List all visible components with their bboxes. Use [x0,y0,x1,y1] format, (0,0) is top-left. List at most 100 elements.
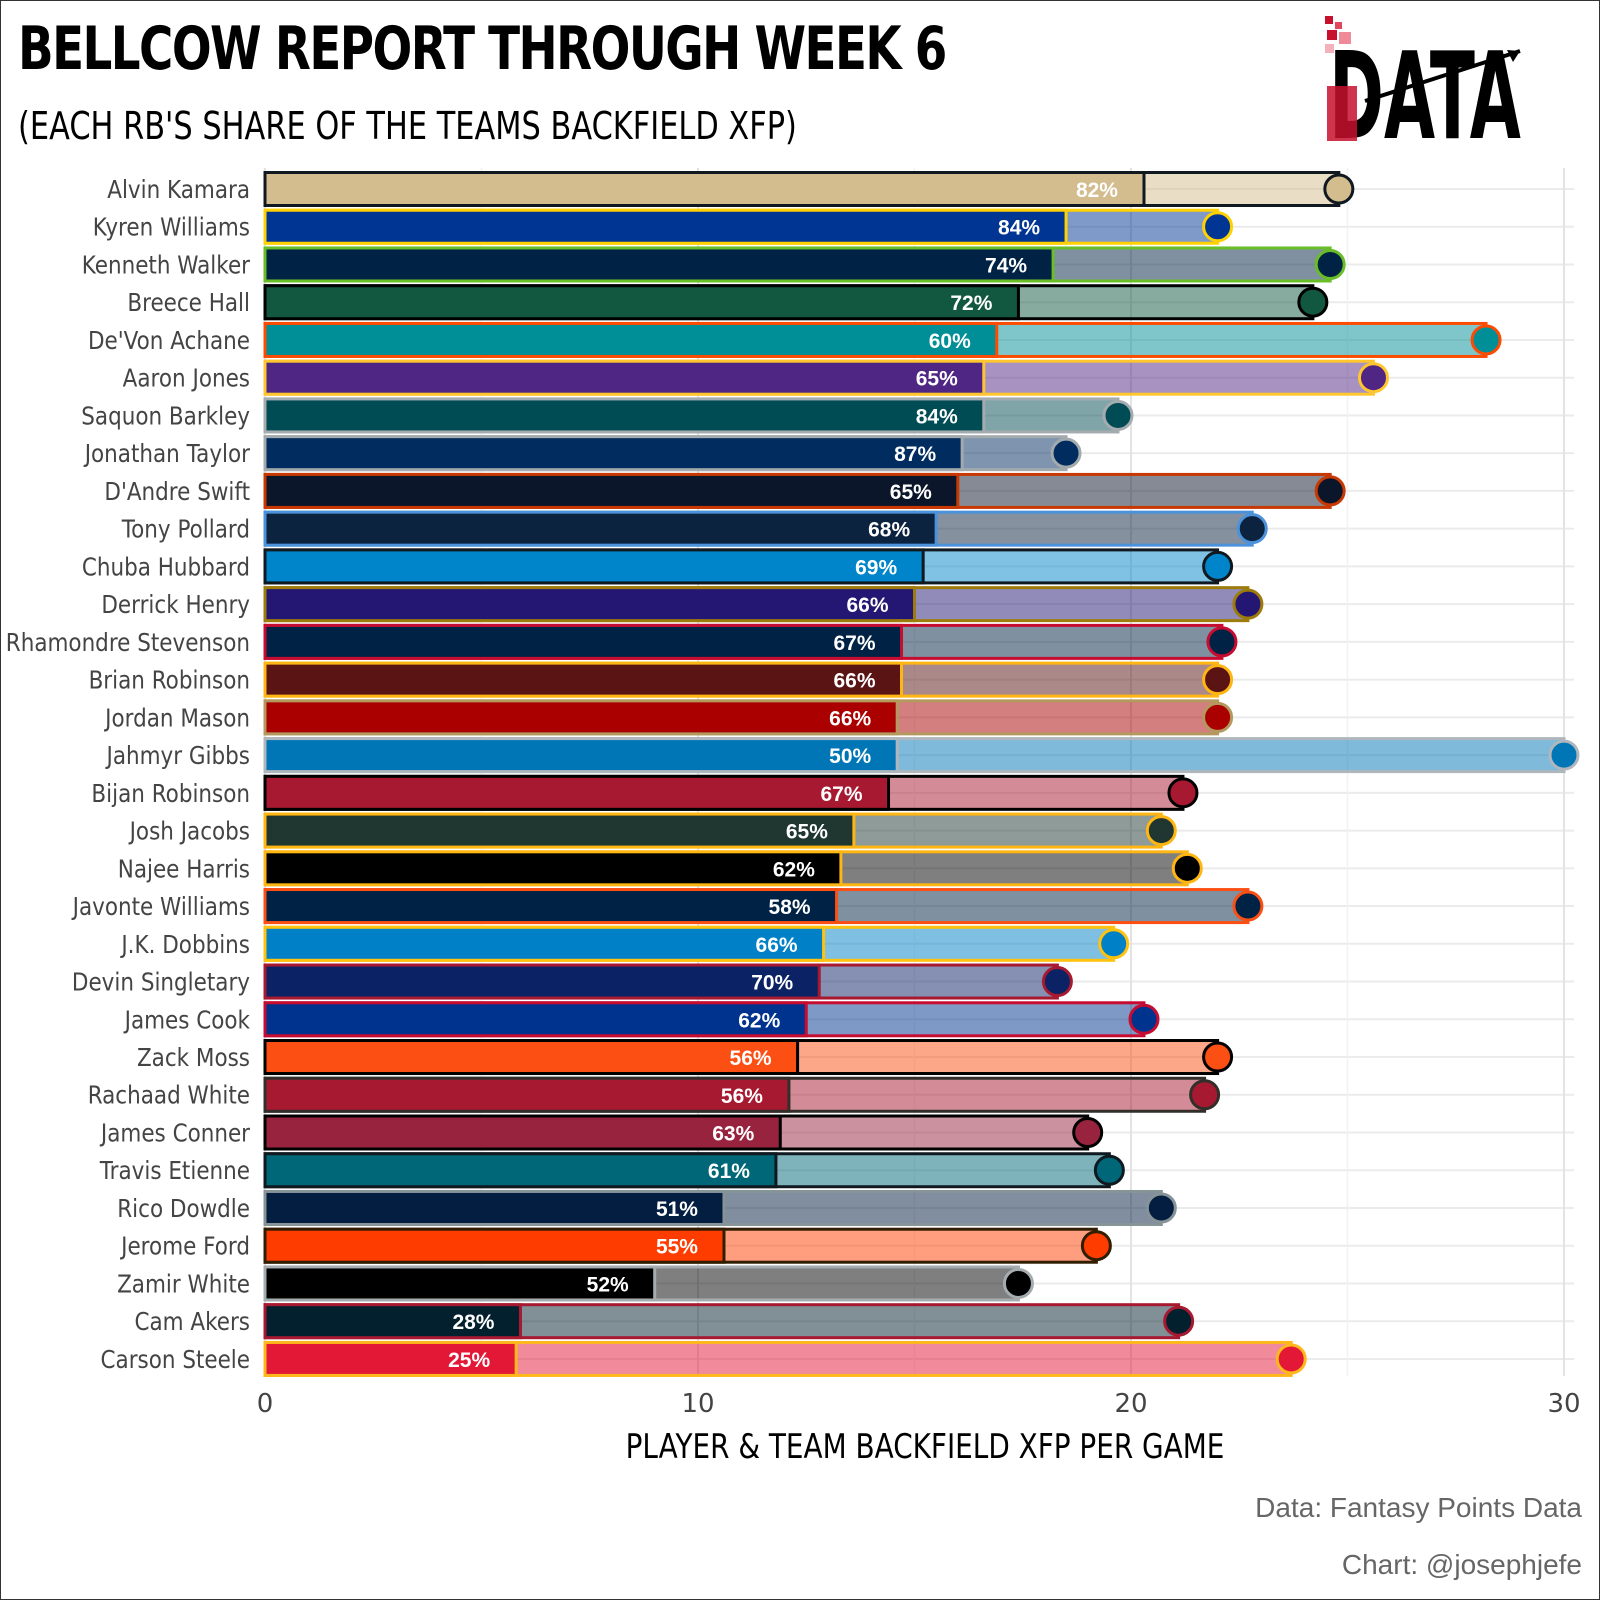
y-axis-label: Derrick Henry [101,591,250,620]
player-xfp-bar [263,1114,782,1151]
y-axis-label: Kyren Williams [93,213,250,242]
y-axis-label: Zack Moss [137,1044,250,1073]
x-tick-label: 30 [1547,1389,1580,1419]
logo-pixel-mark [1325,16,1351,53]
share-label: 67% [820,783,862,806]
share-label: 72% [950,292,992,315]
packers-icon [1145,815,1177,847]
y-axis-label: Bijan Robinson [91,779,250,808]
buffalo-icon [1128,1003,1160,1035]
player-xfp-bar [263,510,938,547]
y-axis-label: Najee Harris [118,855,250,884]
bear-icon [1314,475,1346,507]
share-label: 66% [756,934,798,957]
share-label: 51% [656,1198,698,1221]
x-tick-label: 10 [681,1389,714,1419]
y-axis-label: Tony Pollard [121,515,250,544]
player-xfp-bar [263,1265,657,1302]
share-label: 65% [786,821,828,844]
share-label: 87% [894,443,936,466]
y-axis-label: Rachaad White [88,1081,250,1110]
share-label: 82% [1076,179,1118,202]
share-label: 56% [730,1047,772,1070]
player-xfp-bar [263,812,856,849]
share-label: 58% [769,896,811,919]
y-axis-label: Rico Dowdle [117,1194,250,1223]
y-axis-label: De'Von Achane [88,326,250,355]
y-axis-label: Breece Hall [127,289,250,318]
bar-chart: 82% Alvin Kamara 84% Kyren Williams 74% Kenne… [6,168,1581,1467]
player-xfp-bar [263,284,1020,321]
y-axis-label: D'Andre Swift [104,477,250,506]
share-label: 62% [738,1009,780,1032]
y-axis-label: Javonte Williams [71,893,250,922]
y-axis-label: James Conner [99,1119,250,1148]
fleur-de-lis-icon [1323,173,1355,205]
bengals-icon [1202,1041,1234,1073]
player-xfp-bar [263,1039,800,1076]
player-xfp-bar [263,774,891,811]
y-axis-label: Jerome Ford [119,1232,250,1261]
jaguar-icon [1093,1154,1125,1186]
player-xfp-bar [263,1076,791,1113]
lion-icon [1548,739,1580,771]
share-label: 25% [448,1349,490,1372]
y-axis-label: Saquon Barkley [81,402,250,431]
player-xfp-bar [263,1189,726,1226]
chart-subtitle: (EACH RB'S SHARE OF THE TEAMS BACKFIELD … [18,104,797,148]
raven-icon [1232,588,1264,620]
x-tick-label: 0 [257,1389,274,1419]
share-label: 52% [587,1273,629,1296]
falcon-icon [1167,777,1199,809]
viking-icon [1357,362,1389,394]
dolphin-icon [1470,324,1502,356]
y-axis-label: Cam Akers [134,1308,250,1337]
player-xfp-bar [263,1227,726,1264]
share-label: 65% [890,481,932,504]
player-xfp-bar [263,548,925,585]
y-axis-label: Jonathan Taylor [83,440,251,469]
player-xfp-bar [263,737,899,774]
y-axis-label: Carson Steele [101,1345,250,1374]
player-xfp-bar [263,1340,518,1377]
player-xfp-bar [263,208,1068,245]
y-axis-label: James Cook [123,1006,251,1035]
data-logo: DATA [1325,16,1521,151]
y-axis-label: Devin Singletary [72,968,250,997]
ny-icon [1041,966,1073,998]
titans-icon [1236,513,1268,545]
y-axis-label: Rhamondre Stevenson [6,628,250,657]
rams-icon [1202,211,1234,243]
player-xfp-bar [263,850,843,887]
player-xfp-bar [263,925,826,962]
y-axis-label: Chuba Hubbard [82,553,250,582]
texans-icon [1163,1305,1195,1337]
player-xfp-bar [263,246,1055,283]
y-axis-label: Jordan Mason [103,704,250,733]
player-xfp-bar [263,963,821,1000]
share-label: 28% [452,1311,494,1334]
steelers-icon [1171,852,1203,884]
y-axis-label: Brian Robinson [89,666,250,695]
y-axis-label: Travis Etienne [99,1157,250,1186]
player-xfp-bar [263,359,986,396]
share-label: 66% [833,670,875,693]
seahawk-icon [1314,248,1346,280]
horseshoe-icon [1050,437,1082,469]
share-label: 50% [829,745,871,768]
cardinal-icon [1072,1117,1104,1148]
patriot-icon [1206,626,1238,658]
y-axis-label: J.K. Dobbins [120,930,250,959]
chiefs-arrowhead-icon [1275,1343,1307,1375]
chart-credit: Chart: @josephjefe [1341,1549,1582,1580]
player-xfp-bar [263,888,839,925]
share-label: 84% [916,405,958,428]
commanders-icon [1202,664,1234,696]
y-axis-label: Aaron Jones [123,364,250,393]
share-label: 66% [846,594,888,617]
buccaneer-flag-icon [1189,1079,1221,1111]
player-xfp-bar [263,699,899,736]
player-xfp-bar [263,435,964,472]
player-xfp-bar [263,1001,808,1038]
share-label: 66% [829,707,871,730]
